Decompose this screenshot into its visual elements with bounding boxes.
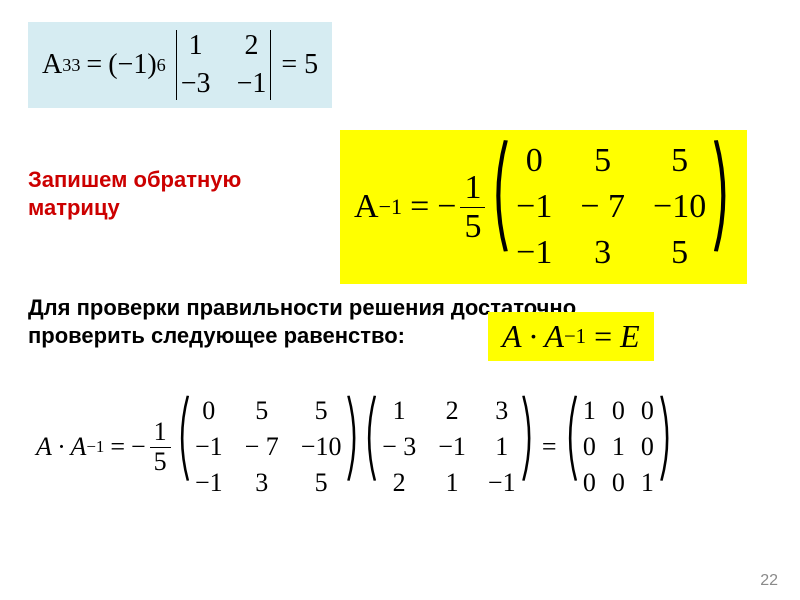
scalar-fraction: 1 5	[150, 418, 171, 476]
mat-cell: 2	[382, 468, 416, 498]
verify-matrix-b: 1 2 3 − 3 −1 1 2 1 −1	[362, 394, 536, 500]
cofactor-equation: A33 = (−1)6 1 2 −3 −1 = 5	[28, 22, 332, 108]
inverse-label-line1: Запишем обратную	[28, 167, 241, 192]
identity-rhs: E	[620, 318, 640, 355]
slide-page: A33 = (−1)6 1 2 −3 −1 = 5 Запишем обратн…	[0, 0, 800, 600]
mat-cell: 5	[580, 142, 625, 180]
mat-cell: 3	[580, 234, 625, 272]
det-cell: 2	[237, 30, 267, 62]
verify-matrix-identity: 1 0 0 0 1 0 0 0 1	[563, 394, 675, 500]
paren-left	[362, 394, 376, 482]
mat-cell: 5	[301, 396, 342, 426]
paren-left	[563, 394, 577, 482]
inverse-matrix: 0 5 5 −1 − 7 −10 −1 3 5	[489, 138, 732, 276]
inverse-matrix-grid: 0 5 5 −1 − 7 −10 −1 3 5	[508, 138, 714, 276]
mat-cell: 1	[382, 396, 416, 426]
mat-b-grid: 1 2 3 − 3 −1 1 2 1 −1	[376, 394, 522, 500]
mat-cell: −1	[195, 468, 223, 498]
cofactor-result: = 5	[281, 49, 318, 81]
mat-cell: 0	[641, 432, 654, 462]
det-bar-left	[176, 30, 177, 100]
identity-lhs: A · A	[502, 318, 564, 355]
mat-cell: −1	[488, 468, 516, 498]
paren-right	[522, 394, 536, 482]
paren-right	[714, 138, 733, 254]
verify-lhs-sup: −1	[86, 437, 104, 457]
equals-sign: =	[86, 49, 102, 81]
frac-num: 1	[460, 169, 485, 206]
cofactor-symbol: A	[42, 49, 62, 81]
mat-cell: 0	[612, 468, 625, 498]
mat-cell: −10	[301, 432, 342, 462]
mat-cell: 1	[438, 468, 466, 498]
mat-i-grid: 1 0 0 0 1 0 0 0 1	[577, 394, 660, 500]
identity-sup: −1	[564, 325, 586, 349]
mat-cell: 1	[488, 432, 516, 462]
frac-den: 5	[460, 208, 485, 245]
mat-cell: 1	[612, 432, 625, 462]
inverse-label-line2: матрицу	[28, 195, 120, 220]
sign-exp: 6	[157, 55, 166, 76]
verify-lhs: A · A	[36, 432, 86, 462]
page-number: 22	[760, 572, 778, 590]
mat-cell: 0	[195, 396, 223, 426]
scalar-fraction: 1 5	[460, 169, 485, 245]
mat-cell: 0	[612, 396, 625, 426]
inverse-symbol: A	[354, 188, 379, 226]
verify-line2: проверить следующее равенство:	[28, 323, 405, 348]
paren-left	[489, 138, 508, 254]
det-bar-right	[270, 30, 271, 100]
mat-cell: 0	[583, 468, 596, 498]
frac-num: 1	[150, 418, 171, 447]
inverse-label: Запишем обратную матрицу	[28, 166, 241, 221]
inverse-sup: −1	[379, 194, 403, 220]
mat-cell: 5	[301, 468, 342, 498]
mat-cell: − 7	[580, 188, 625, 226]
verification-multiplication: A · A−1 = − 1 5 0 5 5 −1 − 7 −10 −1 3 5	[36, 394, 674, 500]
det-cell: −1	[237, 68, 267, 100]
scalar-sign: −	[131, 432, 146, 462]
mat-cell: −1	[516, 234, 552, 272]
mat-cell: 3	[488, 396, 516, 426]
det-cell: 1	[181, 30, 211, 62]
mat-cell: 1	[583, 396, 596, 426]
equals-sign: =	[110, 432, 125, 462]
paren-left	[175, 394, 189, 482]
cofactor-sub: 33	[62, 55, 80, 76]
mat-cell: −10	[653, 188, 706, 226]
mat-cell: −1	[438, 432, 466, 462]
sign-base: (−1)	[108, 49, 156, 81]
mat-cell: 5	[653, 234, 706, 272]
mat-cell: 0	[516, 142, 552, 180]
determinant-2x2: 1 2 −3 −1	[172, 30, 276, 100]
equals-sign: =	[410, 188, 429, 226]
frac-den: 5	[150, 448, 171, 477]
mat-cell: −1	[195, 432, 223, 462]
verify-matrix-a: 0 5 5 −1 − 7 −10 −1 3 5	[175, 394, 362, 500]
mat-cell: 0	[641, 396, 654, 426]
equals-sign: =	[542, 432, 557, 462]
mat-cell: 1	[641, 468, 654, 498]
mat-cell: 0	[583, 432, 596, 462]
det-grid: 1 2 −3 −1	[181, 30, 267, 100]
mat-cell: − 7	[245, 432, 279, 462]
paren-right	[347, 394, 361, 482]
mat-a-grid: 0 5 5 −1 − 7 −10 −1 3 5	[189, 394, 348, 500]
identity-equation: A · A−1 = E	[488, 312, 654, 361]
det-cell: −3	[181, 68, 211, 100]
mat-cell: 2	[438, 396, 466, 426]
scalar-sign: −	[437, 188, 456, 226]
mat-cell: 3	[245, 468, 279, 498]
inverse-matrix-equation: A−1 = − 1 5 0 5 5 −1 − 7 −10 −1 3 5	[340, 130, 747, 284]
mat-cell: 5	[245, 396, 279, 426]
paren-right	[660, 394, 674, 482]
mat-cell: 5	[653, 142, 706, 180]
mat-cell: − 3	[382, 432, 416, 462]
mat-cell: −1	[516, 188, 552, 226]
equals-sign: =	[594, 318, 612, 355]
